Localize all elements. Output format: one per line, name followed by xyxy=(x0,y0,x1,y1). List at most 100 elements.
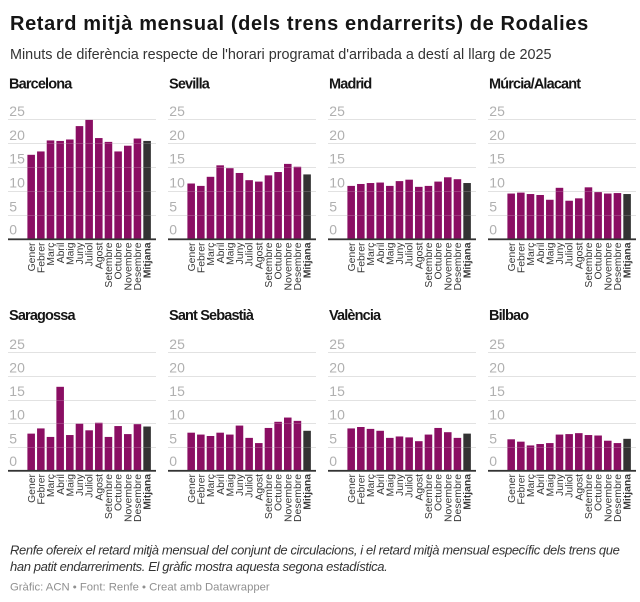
svg-text:20: 20 xyxy=(489,127,505,143)
svg-text:Juliol: Juliol xyxy=(405,243,416,267)
svg-text:15: 15 xyxy=(169,151,185,167)
svg-text:Juliol: Juliol xyxy=(85,474,96,498)
svg-text:10: 10 xyxy=(9,175,25,191)
svg-text:20: 20 xyxy=(169,127,185,143)
svg-text:Minuts de diferència respecte: Minuts de diferència respecte de l'horar… xyxy=(10,47,551,63)
svg-text:Mitjana: Mitjana xyxy=(463,242,474,278)
svg-text:15: 15 xyxy=(489,151,505,167)
svg-text:Octubre: Octubre xyxy=(434,474,445,511)
svg-text:Setembre: Setembre xyxy=(584,474,595,519)
svg-text:Gener: Gener xyxy=(187,242,198,271)
svg-text:Mitjana: Mitjana xyxy=(143,474,154,510)
svg-text:Setembre: Setembre xyxy=(104,474,115,519)
svg-text:Juny: Juny xyxy=(235,473,246,496)
svg-text:Gener: Gener xyxy=(27,242,38,271)
svg-text:Retard mitjà mensual (dels tre: Retard mitjà mensual (dels trens endarre… xyxy=(10,13,589,35)
svg-text:Múrcia/Alacant: Múrcia/Alacant xyxy=(489,77,581,93)
svg-text:Gener: Gener xyxy=(27,473,38,502)
svg-text:5: 5 xyxy=(9,199,17,215)
svg-text:0: 0 xyxy=(489,453,497,469)
svg-text:Febrer: Febrer xyxy=(196,242,207,273)
svg-text:20: 20 xyxy=(329,127,345,143)
svg-text:Març: Març xyxy=(366,474,377,497)
svg-text:0: 0 xyxy=(169,222,177,238)
svg-text:5: 5 xyxy=(329,199,337,215)
svg-text:Març: Març xyxy=(206,243,217,266)
svg-text:Novembre: Novembre xyxy=(603,242,614,290)
svg-text:Maig: Maig xyxy=(385,242,396,265)
svg-text:Abril: Abril xyxy=(56,474,67,495)
svg-text:Abril: Abril xyxy=(56,243,67,264)
svg-text:Juny: Juny xyxy=(555,242,566,265)
svg-text:Novembre: Novembre xyxy=(603,474,614,522)
svg-text:5: 5 xyxy=(489,199,497,215)
svg-text:Febrer: Febrer xyxy=(36,473,47,504)
svg-text:Abril: Abril xyxy=(536,243,547,264)
svg-text:Desembre: Desembre xyxy=(453,474,464,522)
svg-text:Gener: Gener xyxy=(347,473,358,502)
svg-text:Febrer: Febrer xyxy=(516,242,527,273)
svg-text:20: 20 xyxy=(9,359,25,375)
svg-text:Maig: Maig xyxy=(545,242,556,265)
svg-text:Maig: Maig xyxy=(225,242,236,265)
svg-text:Gener: Gener xyxy=(507,242,518,271)
svg-text:Maig: Maig xyxy=(385,474,396,497)
svg-text:Setembre: Setembre xyxy=(264,242,275,287)
svg-text:Maig: Maig xyxy=(545,474,556,497)
svg-text:15: 15 xyxy=(169,383,185,399)
svg-text:han patit endarreriments. El g: han patit endarreriments. El gràfic most… xyxy=(10,559,387,574)
svg-text:Mitjana: Mitjana xyxy=(463,474,474,510)
svg-text:20: 20 xyxy=(169,359,185,375)
svg-text:Desembre: Desembre xyxy=(133,474,144,522)
svg-text:Octubre: Octubre xyxy=(594,474,605,511)
svg-text:Febrer: Febrer xyxy=(36,242,47,273)
svg-text:Mitjana: Mitjana xyxy=(303,474,314,510)
svg-text:Setembre: Setembre xyxy=(424,242,435,287)
svg-text:Juny: Juny xyxy=(75,242,86,265)
svg-text:Octubre: Octubre xyxy=(594,242,605,279)
svg-text:Desembre: Desembre xyxy=(133,242,144,290)
svg-text:15: 15 xyxy=(9,151,25,167)
svg-text:Sevilla: Sevilla xyxy=(169,77,211,93)
svg-text:Febrer: Febrer xyxy=(356,242,367,273)
svg-text:Juny: Juny xyxy=(235,242,246,265)
svg-text:Febrer: Febrer xyxy=(516,473,527,504)
svg-text:20: 20 xyxy=(9,127,25,143)
svg-text:5: 5 xyxy=(169,199,177,215)
svg-text:Juliol: Juliol xyxy=(405,474,416,498)
svg-text:25: 25 xyxy=(489,103,505,119)
svg-text:10: 10 xyxy=(9,407,25,423)
svg-text:Agost: Agost xyxy=(94,242,105,269)
svg-text:0: 0 xyxy=(9,453,17,469)
svg-text:Març: Març xyxy=(206,474,217,497)
svg-text:Febrer: Febrer xyxy=(196,473,207,504)
svg-text:5: 5 xyxy=(169,430,177,446)
svg-text:5: 5 xyxy=(329,430,337,446)
svg-text:Barcelona: Barcelona xyxy=(9,77,73,93)
svg-text:Octubre: Octubre xyxy=(274,242,285,279)
svg-text:Abril: Abril xyxy=(216,474,227,495)
svg-text:Març: Març xyxy=(46,474,57,497)
svg-text:Novembre: Novembre xyxy=(123,242,134,290)
svg-text:25: 25 xyxy=(9,103,25,119)
svg-text:15: 15 xyxy=(329,383,345,399)
svg-text:10: 10 xyxy=(489,175,505,191)
svg-text:Octubre: Octubre xyxy=(274,474,285,511)
svg-text:Abril: Abril xyxy=(376,243,387,264)
svg-text:Mitjana: Mitjana xyxy=(143,242,154,278)
svg-text:Agost: Agost xyxy=(94,474,105,501)
svg-text:València: València xyxy=(329,308,382,324)
svg-text:Juliol: Juliol xyxy=(245,474,256,498)
svg-text:10: 10 xyxy=(169,407,185,423)
svg-text:20: 20 xyxy=(489,359,505,375)
svg-text:Mitjana: Mitjana xyxy=(623,242,634,278)
svg-text:0: 0 xyxy=(169,453,177,469)
svg-text:Madrid: Madrid xyxy=(329,77,371,93)
svg-text:10: 10 xyxy=(489,407,505,423)
svg-text:Febrer: Febrer xyxy=(356,473,367,504)
svg-text:Juliol: Juliol xyxy=(565,243,576,267)
svg-text:Maig: Maig xyxy=(65,474,76,497)
svg-text:Mitjana: Mitjana xyxy=(303,242,314,278)
svg-text:Desembre: Desembre xyxy=(453,242,464,290)
svg-text:Novembre: Novembre xyxy=(443,474,454,522)
